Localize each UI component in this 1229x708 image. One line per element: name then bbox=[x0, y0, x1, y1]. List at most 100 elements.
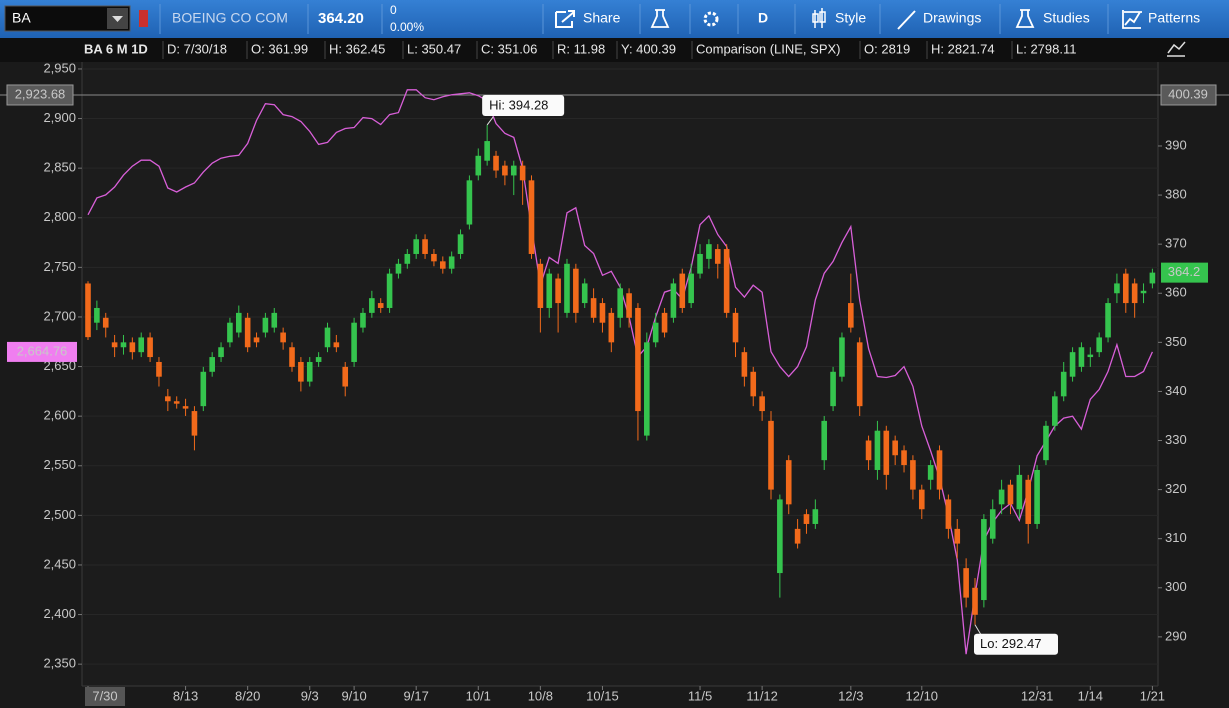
alert-icon[interactable] bbox=[139, 10, 148, 27]
candle-body bbox=[910, 460, 916, 490]
candle-body bbox=[413, 239, 419, 254]
comparison-last-box bbox=[7, 341, 77, 362]
x-tick-label: 8/13 bbox=[173, 688, 198, 703]
y2-tick-label: 2,750 bbox=[43, 259, 76, 274]
candle-body bbox=[652, 322, 659, 343]
candle-body bbox=[333, 342, 340, 348]
candle-body bbox=[253, 337, 260, 343]
toolbar-button[interactable]: Share bbox=[583, 10, 621, 26]
candle-body bbox=[768, 420, 774, 490]
info-field: D: 7/30/18 bbox=[167, 41, 227, 56]
candle-body bbox=[573, 268, 579, 313]
x-tick-label: 8/20 bbox=[235, 688, 260, 703]
style-icon bbox=[812, 8, 826, 28]
candle-body bbox=[732, 312, 739, 343]
y2-tick-label: 2,850 bbox=[43, 160, 76, 175]
candle-body bbox=[697, 253, 703, 274]
hi-pointer bbox=[486, 116, 494, 126]
candle-body bbox=[280, 332, 286, 343]
lo-label-box bbox=[974, 633, 1058, 655]
candle-body bbox=[111, 342, 118, 348]
y-tick-label: 380 bbox=[1165, 187, 1187, 202]
candle-body bbox=[830, 371, 836, 407]
y-tick-label: 290 bbox=[1165, 628, 1187, 643]
candle-body bbox=[1122, 273, 1129, 304]
candle-body bbox=[927, 465, 934, 480]
settings-icon[interactable] bbox=[703, 11, 719, 27]
candle-body bbox=[1087, 354, 1094, 358]
y2-tick-label: 2,900 bbox=[43, 110, 76, 125]
chart-label: BA 6 M 1D bbox=[84, 41, 148, 56]
candle-body bbox=[856, 342, 863, 407]
dropdown-arrow bbox=[112, 16, 123, 22]
toolbar-button[interactable]: D bbox=[758, 10, 768, 26]
comparison-field: L: 2798.11 bbox=[1016, 41, 1076, 56]
reference-label: 400.39 bbox=[1168, 86, 1208, 101]
candle-body bbox=[608, 312, 615, 343]
y-tick-label: 330 bbox=[1165, 432, 1187, 447]
candle-body bbox=[661, 312, 668, 333]
candle-body bbox=[1069, 352, 1076, 377]
candle-body bbox=[138, 337, 145, 353]
candle-body bbox=[892, 440, 898, 456]
x-tick-label: 9/3 bbox=[301, 688, 319, 703]
candle-body bbox=[954, 528, 961, 544]
candle-body bbox=[85, 283, 91, 338]
y-tick-label: 350 bbox=[1165, 334, 1187, 349]
candle-body bbox=[182, 406, 189, 409]
y2-tick-label: 2,500 bbox=[43, 507, 76, 522]
comparison-field: H: 2821.74 bbox=[931, 41, 995, 56]
x-tick-label: 1/14 bbox=[1078, 688, 1103, 703]
candle-body bbox=[395, 263, 402, 274]
candle-body bbox=[1131, 283, 1138, 304]
info-field: O: 361.99 bbox=[251, 41, 308, 56]
candle-body bbox=[590, 298, 597, 318]
candle-body bbox=[883, 430, 890, 475]
info-field: H: 362.45 bbox=[329, 41, 385, 56]
toolbar-button[interactable]: Drawings bbox=[923, 10, 981, 26]
candle-body bbox=[466, 180, 473, 225]
last-price: 364.20 bbox=[318, 10, 364, 27]
share-icon bbox=[555, 10, 575, 28]
y2-tick-label: 2,450 bbox=[43, 556, 76, 571]
toolbar bbox=[0, 0, 1229, 38]
candle-body bbox=[386, 273, 393, 308]
info-field: C: 351.06 bbox=[481, 41, 537, 56]
x-tick-label: 11/12 bbox=[746, 688, 778, 703]
y2-tick-label: 2,400 bbox=[43, 606, 76, 621]
candle-body bbox=[457, 234, 464, 254]
candle-body bbox=[848, 303, 854, 328]
candle-body bbox=[599, 303, 606, 323]
toolbar-button[interactable]: Patterns bbox=[1148, 10, 1200, 26]
candle-body bbox=[289, 347, 295, 367]
candle-body bbox=[714, 249, 721, 264]
candle-body bbox=[1016, 474, 1023, 510]
candle-body bbox=[342, 366, 349, 387]
y-tick-label: 300 bbox=[1165, 579, 1187, 594]
candle-body bbox=[945, 499, 952, 529]
candle-body bbox=[377, 303, 384, 308]
chart-icon[interactable] bbox=[1167, 41, 1186, 57]
candle-body bbox=[235, 312, 242, 333]
candle-body bbox=[165, 396, 171, 402]
candle-body bbox=[218, 347, 224, 358]
candle-body bbox=[555, 278, 561, 304]
candle-body bbox=[794, 528, 801, 544]
toolbar-button[interactable]: Style bbox=[835, 10, 866, 26]
candle-body bbox=[120, 342, 127, 348]
comparison-last-label: 2,664.76 bbox=[17, 343, 68, 358]
candle-body bbox=[1105, 303, 1111, 338]
candle-body bbox=[1052, 396, 1058, 426]
toolbar-button[interactable]: Studies bbox=[1043, 10, 1090, 26]
studies-lab-icon[interactable] bbox=[650, 9, 670, 28]
candle-body bbox=[741, 352, 748, 377]
candle-body bbox=[874, 430, 881, 470]
y2-tick-label: 2,350 bbox=[43, 656, 76, 671]
candle-body bbox=[1034, 469, 1040, 524]
x-tick-label: 1/21 bbox=[1140, 688, 1165, 703]
info-field: L: 350.47 bbox=[407, 41, 461, 56]
y2-tick-label: 2,800 bbox=[43, 209, 76, 224]
lo-pointer bbox=[974, 624, 982, 636]
x-tick-label: 12/10 bbox=[906, 688, 939, 703]
hi-label-box bbox=[482, 94, 565, 116]
